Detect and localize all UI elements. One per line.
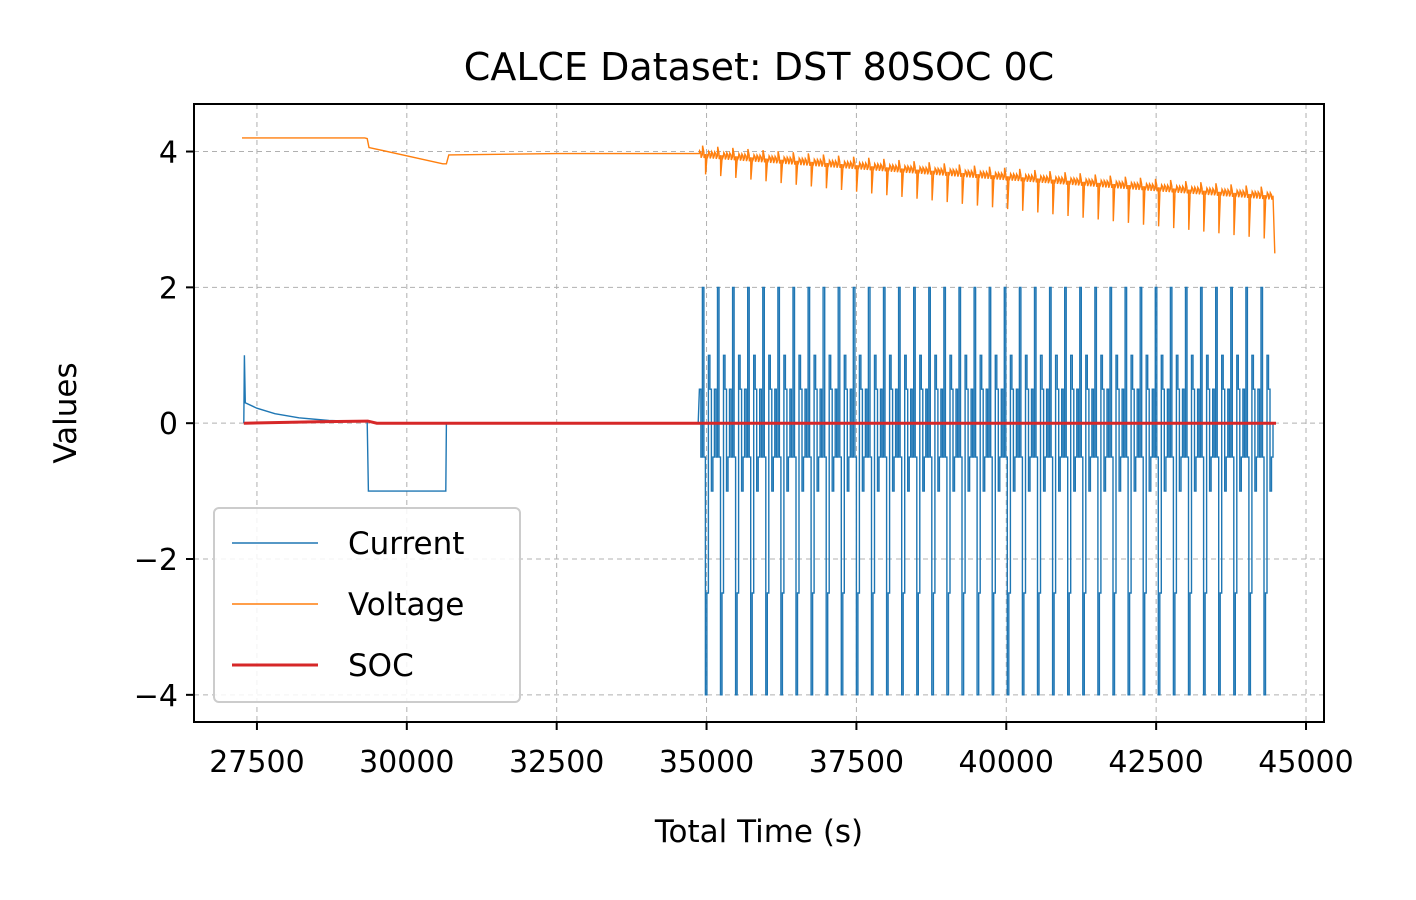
x-tick-label: 45000 bbox=[1258, 745, 1353, 780]
x-tick-label: 37500 bbox=[809, 745, 904, 780]
legend-label-voltage: Voltage bbox=[348, 587, 464, 623]
x-tick-label: 42500 bbox=[1108, 745, 1203, 780]
legend-label-soc: SOC bbox=[348, 648, 414, 684]
x-tick-label: 27500 bbox=[209, 745, 304, 780]
legend: Current Voltage SOC bbox=[213, 507, 521, 703]
y-tick-label: 4 bbox=[159, 136, 178, 171]
plot-area-frame bbox=[193, 103, 1325, 723]
x-axis-label: Total Time (s) bbox=[654, 814, 863, 850]
y-tick-label: 2 bbox=[159, 271, 178, 306]
y-axis-label: Values bbox=[48, 362, 84, 463]
chart-title: CALCE Dataset: DST 80SOC 0C bbox=[464, 45, 1054, 89]
series-layer bbox=[242, 137, 1276, 696]
legend-box bbox=[213, 507, 521, 703]
series-voltage-line bbox=[242, 137, 1276, 254]
series-current-line bbox=[243, 286, 1274, 696]
series-soc-line bbox=[243, 419, 1276, 425]
x-tick-label: 30000 bbox=[359, 745, 454, 780]
y-tick-label: −2 bbox=[134, 543, 178, 578]
y-tick-label: −4 bbox=[134, 679, 178, 714]
axis-ticks: 27500 30000 32500 35000 37500 40000 42500 45000… bbox=[134, 136, 1354, 780]
x-tick-label: 35000 bbox=[659, 745, 754, 780]
legend-label-current: Current bbox=[348, 526, 464, 562]
y-tick-label: 0 bbox=[159, 407, 178, 442]
x-tick-label: 32500 bbox=[509, 745, 604, 780]
x-tick-label: 40000 bbox=[959, 745, 1054, 780]
